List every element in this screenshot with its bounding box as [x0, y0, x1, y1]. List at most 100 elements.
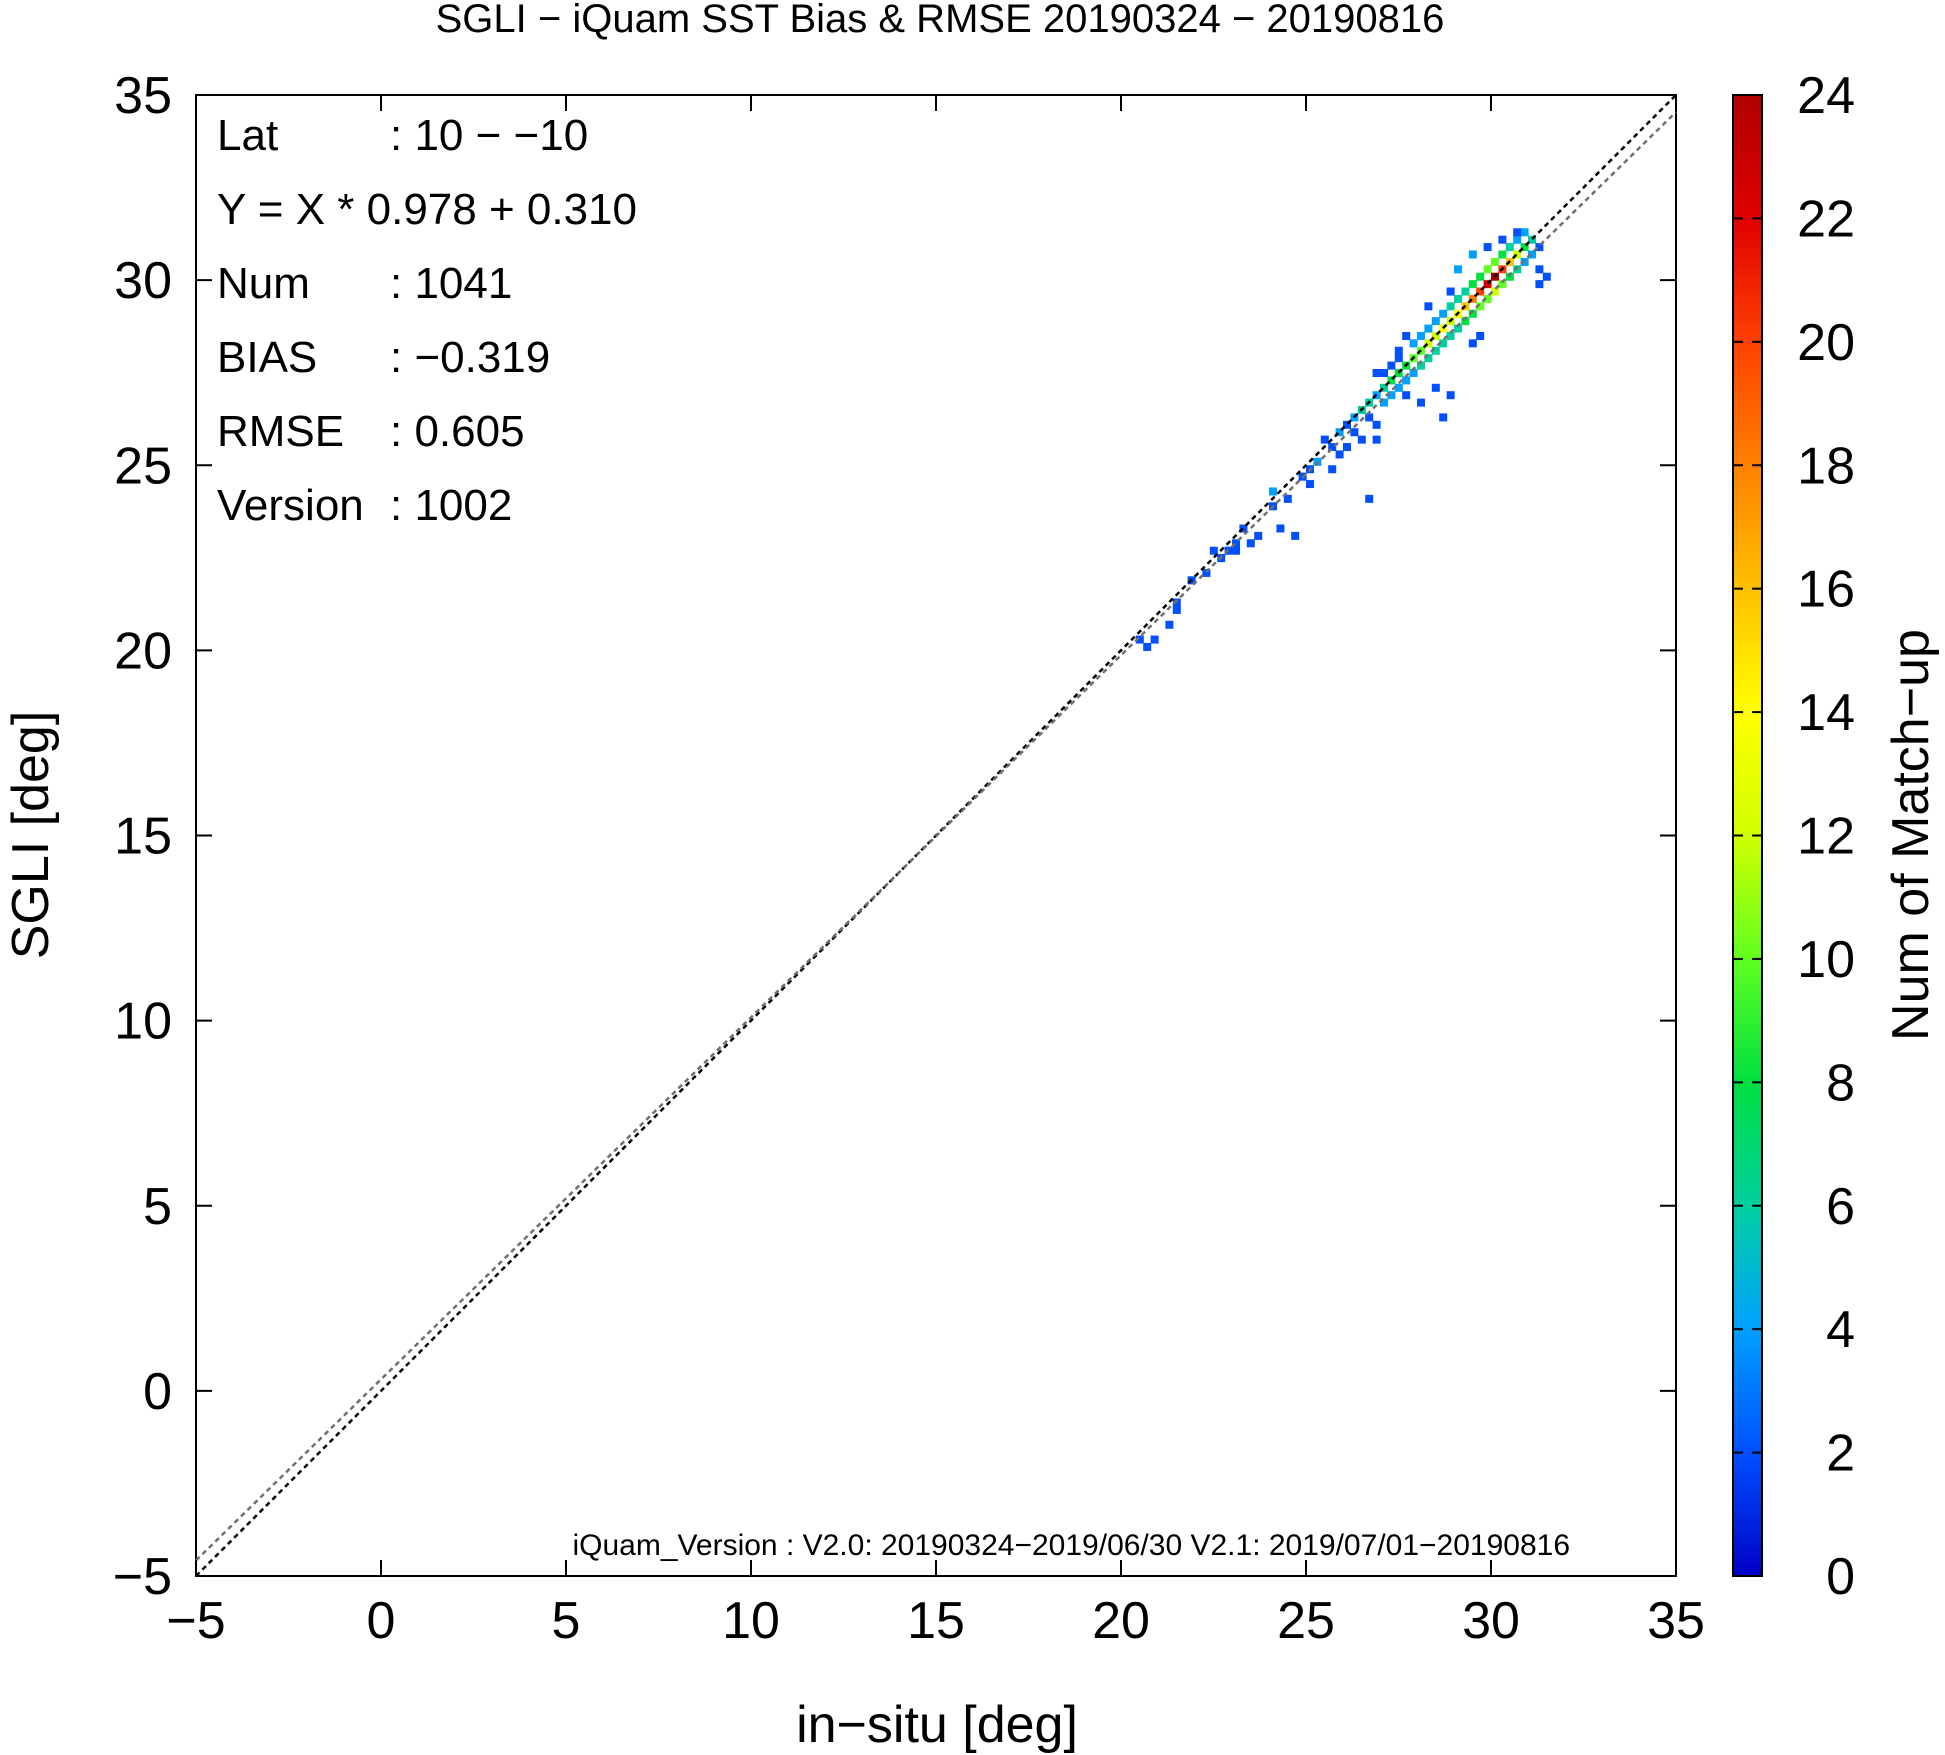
- heatmap-cell: [1372, 368, 1381, 377]
- heatmap-cell: [1402, 376, 1411, 385]
- heatmap-cell: [1380, 368, 1388, 377]
- heatmap-cell: [1454, 294, 1462, 303]
- heatmap-cell: [1542, 272, 1551, 281]
- heatmap-cell: [1446, 331, 1455, 340]
- heatmap-cell: [1439, 309, 1448, 318]
- heatmap-cell: [1254, 531, 1263, 540]
- colorbar-label: Num of Match−up: [1882, 629, 1940, 1041]
- heatmap-cell: [1143, 642, 1152, 651]
- y-tick-label: 35: [114, 67, 172, 125]
- heatmap-cell: [1468, 294, 1477, 303]
- heatmap-cell: [1483, 243, 1492, 252]
- heatmap-cell: [1446, 287, 1455, 296]
- heatmap-cell: [1387, 376, 1396, 385]
- heatmap-cell: [1335, 428, 1344, 437]
- heatmap-cell: [1424, 339, 1433, 348]
- heatmap-cell: [1535, 243, 1544, 252]
- x-tick-label: 30: [1462, 1592, 1520, 1650]
- x-tick-label: 5: [552, 1592, 581, 1650]
- y-tick-label: 0: [143, 1363, 172, 1421]
- heatmap-cell: [1520, 228, 1529, 237]
- heatmap-cell: [1424, 324, 1433, 333]
- y-tick-label: 30: [114, 252, 172, 310]
- heatmap-cell: [1380, 383, 1388, 392]
- x-tick-label: −5: [166, 1592, 225, 1650]
- stat-label: Version: [217, 481, 364, 530]
- heatmap-cell: [1150, 635, 1159, 644]
- y-axis-label: SGLI [deg]: [2, 711, 60, 960]
- heatmap-cell: [1424, 354, 1433, 363]
- colorbar-tick-label: 14: [1797, 684, 1855, 742]
- heatmap-cell: [1431, 346, 1440, 355]
- heatmap-cell: [1409, 339, 1418, 348]
- heatmap-cell: [1491, 287, 1499, 296]
- heatmap-cell: [1372, 435, 1381, 444]
- heatmap-cell: [1528, 250, 1536, 259]
- heatmap-cell: [1483, 294, 1492, 303]
- heatmap-cell: [1232, 539, 1240, 548]
- heatmap-cell: [1431, 331, 1440, 340]
- heatmap-cell: [1394, 346, 1403, 355]
- heatmap-cell: [1306, 480, 1314, 489]
- heatmap-cell: [1328, 443, 1337, 452]
- heatmap-cell: [1343, 420, 1351, 429]
- heatmap-cell: [1468, 339, 1477, 348]
- heatmap-cell: [1498, 235, 1507, 244]
- stat-value: : 1002: [390, 481, 512, 530]
- colorbar-tick-label: 4: [1826, 1301, 1855, 1359]
- heatmap-cell: [1335, 450, 1344, 459]
- heatmap-cell: [1380, 398, 1388, 407]
- heatmap-cell: [1513, 265, 1522, 274]
- heatmap-cell: [1513, 250, 1522, 259]
- colorbar-tick-label: 18: [1797, 437, 1855, 495]
- heatmap-cell: [1402, 391, 1411, 400]
- y-tick-label: 5: [143, 1178, 172, 1236]
- y-tick-label: 15: [114, 808, 172, 866]
- heatmap-cell: [1365, 413, 1374, 422]
- heatmap-cell: [1476, 287, 1485, 296]
- heatmap-cell: [1402, 331, 1411, 340]
- heatmap-cell: [1468, 250, 1477, 259]
- stat-label: Lat: [217, 111, 278, 160]
- heatmap-cell: [1483, 280, 1492, 289]
- heatmap-cell: [1246, 539, 1255, 548]
- heatmap-cell: [1476, 331, 1485, 340]
- x-tick-label: 25: [1277, 1592, 1335, 1650]
- y-tick-label: 20: [114, 622, 172, 680]
- heatmap-cell: [1172, 598, 1181, 607]
- colorbar-tick-label: 0: [1826, 1548, 1855, 1606]
- heatmap-cell: [1424, 302, 1433, 311]
- heatmap-cell: [1505, 272, 1514, 281]
- heatmap-cell: [1239, 524, 1248, 533]
- stat-value: : 1041: [390, 259, 512, 308]
- colorbar-tick-label: 6: [1826, 1178, 1855, 1236]
- stats-box: Lat: 10 − −10 Y = X * 0.978 + 0.310 Num: 1…: [217, 111, 637, 530]
- colorbar-tick-label: 10: [1797, 931, 1855, 989]
- heatmap-cell: [1461, 287, 1470, 296]
- stat-label: BIAS: [217, 333, 317, 382]
- heatmap-cell: [1394, 383, 1403, 392]
- footnote: iQuam_Version : V2.0: 20190324−2019/06/3…: [573, 1529, 1571, 1562]
- heatmap-cell: [1439, 324, 1448, 333]
- heatmap-cell: [1476, 272, 1485, 281]
- heatmap-cell: [1320, 435, 1329, 444]
- heatmap-cell: [1468, 309, 1477, 318]
- heatmap-cell: [1357, 435, 1366, 444]
- heatmap-cell: [1209, 546, 1218, 555]
- heatmap-cell: [1291, 531, 1300, 540]
- heatmap-cell: [1394, 354, 1403, 363]
- x-tick-label: 0: [367, 1592, 396, 1650]
- heatmap-cell: [1446, 302, 1455, 311]
- heatmap-cell: [1387, 391, 1396, 400]
- x-axis-label: in−situ [deg]: [796, 1696, 1078, 1754]
- heatmap-cell: [1454, 265, 1462, 274]
- colorbar-tick-label: 8: [1826, 1054, 1855, 1112]
- colorbar-tick-label: 12: [1797, 808, 1855, 866]
- heatmap-cell: [1446, 391, 1455, 400]
- heatmap-cell: [1439, 339, 1448, 348]
- stat-value: : 10 − −10: [390, 111, 588, 160]
- colorbar-tick-label: 2: [1826, 1425, 1855, 1483]
- heatmap-cell: [1387, 361, 1396, 370]
- y-tick-label: 25: [114, 437, 172, 495]
